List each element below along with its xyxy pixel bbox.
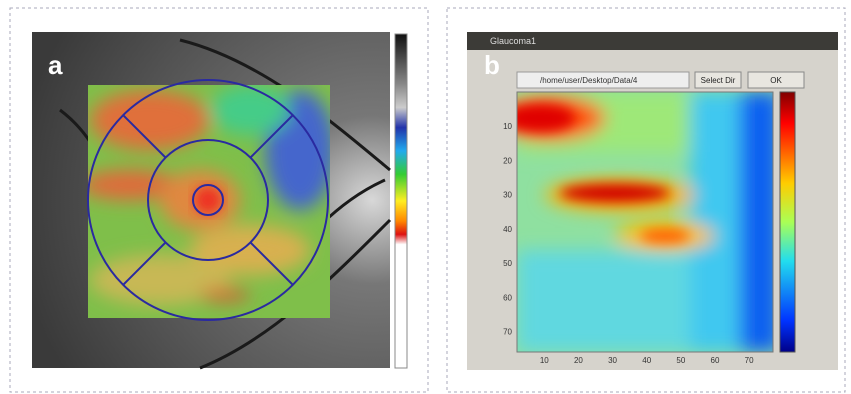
x-tick-label: 60 — [711, 356, 720, 365]
x-tick-label: 40 — [642, 356, 651, 365]
colorbar — [780, 92, 795, 352]
y-tick-label: 30 — [503, 191, 512, 200]
y-tick-label: 60 — [503, 293, 512, 302]
y-tick-label: 10 — [503, 122, 512, 131]
x-tick-label: 20 — [574, 356, 583, 365]
colorbar — [395, 34, 407, 368]
y-tick-label: 20 — [503, 156, 512, 165]
button-label: Select Dir — [701, 76, 736, 85]
button-label: OK — [770, 76, 782, 85]
path-text: /home/user/Desktop/Data/4 — [540, 76, 638, 85]
heatmap — [495, 92, 780, 352]
window-title: Glaucoma1 — [490, 36, 536, 46]
x-tick-label: 30 — [608, 356, 617, 365]
x-tick-label: 50 — [676, 356, 685, 365]
y-tick-label: 50 — [503, 259, 512, 268]
x-tick-label: 70 — [745, 356, 754, 365]
panel-label: a — [48, 50, 63, 80]
y-tick-label: 70 — [503, 327, 512, 336]
page: a Glaucoma1 /home/user/Desktop/Data/4 Se… — [0, 0, 851, 394]
x-tick-label: 10 — [540, 356, 549, 365]
panel-label: b — [484, 50, 500, 80]
y-tick-label: 40 — [503, 225, 512, 234]
figure: a Glaucoma1 /home/user/Desktop/Data/4 Se… — [0, 0, 851, 394]
